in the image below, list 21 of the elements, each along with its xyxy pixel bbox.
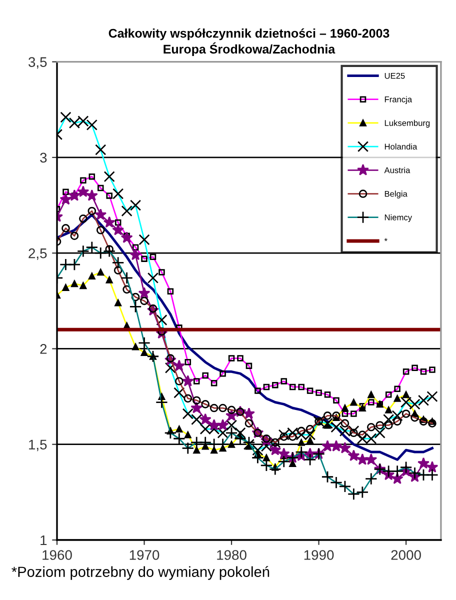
text: *Poziom potrzebny do wymiany pokoleń: [12, 566, 270, 580]
y-tick-label: 3: [40, 152, 47, 163]
x-tick-label: 1980: [217, 550, 246, 560]
y-tick-label: 1,5: [29, 440, 47, 452]
legend-label: Belgia: [384, 190, 408, 198]
y-tick-label: 2,5: [28, 248, 47, 260]
x-tick-label: 1970: [130, 550, 160, 560]
legend-label: Holandia: [384, 143, 418, 150]
legend-label: *: [384, 238, 388, 242]
x-tick-label: 1990: [304, 550, 334, 560]
y-tick-label: 2: [40, 344, 47, 354]
x-tick-label: 2000: [391, 550, 421, 560]
y-tick-label: 3,5: [28, 57, 47, 69]
legend-label: UE25: [384, 72, 405, 79]
chart-title: Całkowity współczynnik dzietności – 1960-2003 Europa Środkowa/Zachodnia: [108, 28, 390, 56]
y-tick-label: 1: [40, 535, 47, 546]
legend-label: Niemcy: [384, 214, 412, 222]
legend-label: Francja: [384, 96, 412, 104]
legend-label: Luksemburg: [384, 120, 430, 128]
legend-label: Austria: [384, 167, 410, 174]
x-tick-label: 1960: [42, 550, 72, 560]
